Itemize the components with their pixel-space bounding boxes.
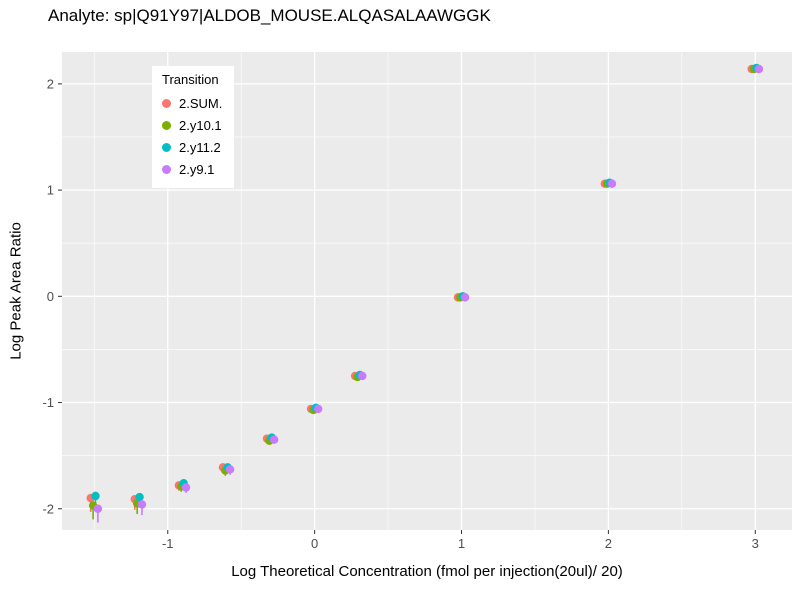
legend-point-icon [162,164,171,174]
data-point [358,371,367,381]
x-tick-label: -1 [162,536,174,551]
data-point [754,64,764,74]
y-tick-label: -2 [42,501,54,516]
x-tick-label: 1 [458,536,465,551]
data-point [225,465,235,474]
legend-point-icon [162,142,171,152]
legend: Transition 2.SUM. 2.y10.1 2.y11.2 2.y9.1 [152,66,235,188]
legend-item: 2.SUM. [162,92,222,114]
legend-item: 2.y10.1 [162,114,222,136]
data-point [460,293,470,302]
legend-point-icon [162,98,171,108]
legend-title: Transition [162,72,219,87]
legend-item: 2.y11.2 [162,136,222,158]
legend-label: 2.y9.1 [179,161,215,177]
data-point [91,491,100,501]
legend-point-icon [162,120,171,130]
legend-item: 2.y9.1 [162,158,222,180]
x-tick-label: 2 [605,536,612,551]
x-axis-label: Log Theoretical Concentration (fmol per … [231,563,623,580]
x-tick-label: 0 [311,536,318,551]
data-point [314,404,323,414]
data-point [607,179,617,188]
chart-title: Analyte: sp|Q91Y97|ALDOB_MOUSE.ALQASALAA… [48,6,491,25]
data-point [135,492,144,502]
legend-label: 2.y11.2 [179,139,221,155]
y-tick-label: 1 [47,183,54,198]
legend-label: 2.y10.1 [179,117,222,133]
y-tick-label: 2 [47,76,54,91]
data-point [181,483,191,492]
legend-items: 2.SUM. 2.y10.1 2.y11.2 2.y9.1 [162,92,222,180]
x-tick-label: 3 [752,536,759,551]
data-point [93,504,103,513]
legend-label: 2.SUM. [179,95,223,111]
y-axis-label: Log Peak Area Ratio [7,222,25,360]
y-tick-label: 0 [47,289,54,304]
y-tick-label: -1 [42,395,54,410]
data-point [137,500,147,509]
data-point [269,435,279,444]
